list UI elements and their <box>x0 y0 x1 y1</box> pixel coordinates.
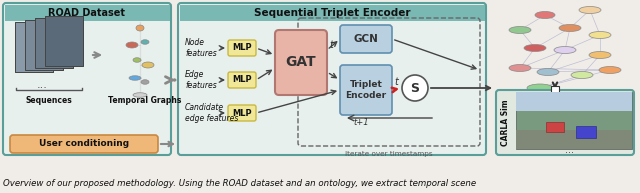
Text: Temporal Graphs: Temporal Graphs <box>108 96 182 105</box>
Ellipse shape <box>136 25 144 31</box>
Bar <box>4 4 170 20</box>
Bar <box>546 122 564 132</box>
Text: MLP: MLP <box>232 108 252 118</box>
FancyBboxPatch shape <box>10 135 158 153</box>
Text: MLP: MLP <box>232 43 252 52</box>
Text: User conditioning: User conditioning <box>39 140 129 148</box>
Bar <box>15 22 53 72</box>
Text: CARLA Sim: CARLA Sim <box>502 99 511 146</box>
Text: Overview of our proposed methodology. Using the ROAD dataset and an ontology, we: Overview of our proposed methodology. Us… <box>3 179 476 188</box>
Ellipse shape <box>129 76 141 80</box>
Bar <box>45 16 83 66</box>
Bar <box>576 126 596 138</box>
Ellipse shape <box>509 26 531 34</box>
Text: ...: ... <box>566 145 575 155</box>
Ellipse shape <box>559 25 581 31</box>
FancyBboxPatch shape <box>178 3 486 155</box>
Text: Sequential Triplet Encoder: Sequential Triplet Encoder <box>253 8 410 18</box>
Bar <box>25 20 63 70</box>
Bar <box>15 22 53 72</box>
Bar <box>179 4 484 20</box>
FancyBboxPatch shape <box>275 30 327 95</box>
Text: Triplet
Encoder: Triplet Encoder <box>346 80 387 100</box>
Ellipse shape <box>133 58 141 62</box>
Ellipse shape <box>579 7 601 14</box>
Text: t+1: t+1 <box>353 118 369 127</box>
Text: ...: ... <box>36 80 47 90</box>
Text: MLP: MLP <box>232 75 252 85</box>
Text: S: S <box>410 81 419 95</box>
Text: Candidate
edge features: Candidate edge features <box>185 103 238 123</box>
Ellipse shape <box>589 31 611 38</box>
FancyBboxPatch shape <box>228 40 256 56</box>
Bar <box>45 16 83 66</box>
Text: GAT: GAT <box>285 56 316 69</box>
Bar <box>35 18 73 68</box>
Text: t: t <box>329 40 333 50</box>
Text: t: t <box>394 77 398 87</box>
Text: ROAD Dataset: ROAD Dataset <box>49 8 125 18</box>
FancyBboxPatch shape <box>228 72 256 88</box>
Ellipse shape <box>133 93 147 97</box>
Ellipse shape <box>142 62 154 68</box>
FancyBboxPatch shape <box>340 65 392 115</box>
Ellipse shape <box>554 47 576 53</box>
Text: GCN: GCN <box>353 34 378 44</box>
FancyBboxPatch shape <box>3 3 171 155</box>
Text: Sequences: Sequences <box>26 96 72 105</box>
Text: Node
features: Node features <box>185 38 217 58</box>
Text: Edge
features: Edge features <box>185 70 217 90</box>
FancyBboxPatch shape <box>340 25 392 53</box>
Ellipse shape <box>141 40 149 44</box>
Bar <box>516 92 632 149</box>
FancyBboxPatch shape <box>496 90 634 155</box>
Ellipse shape <box>535 12 555 19</box>
Bar <box>551 86 559 96</box>
Bar <box>25 20 63 70</box>
Bar <box>516 130 632 149</box>
Ellipse shape <box>599 67 621 74</box>
Ellipse shape <box>524 45 546 52</box>
Ellipse shape <box>126 42 138 48</box>
Bar <box>516 92 632 111</box>
Bar <box>35 18 73 68</box>
Ellipse shape <box>509 64 531 71</box>
Ellipse shape <box>141 80 149 84</box>
Ellipse shape <box>571 71 593 79</box>
Ellipse shape <box>537 69 559 75</box>
Text: Iterate over timestamps: Iterate over timestamps <box>345 151 433 157</box>
Ellipse shape <box>527 84 553 92</box>
Circle shape <box>402 75 428 101</box>
Ellipse shape <box>589 52 611 58</box>
FancyBboxPatch shape <box>228 105 256 121</box>
